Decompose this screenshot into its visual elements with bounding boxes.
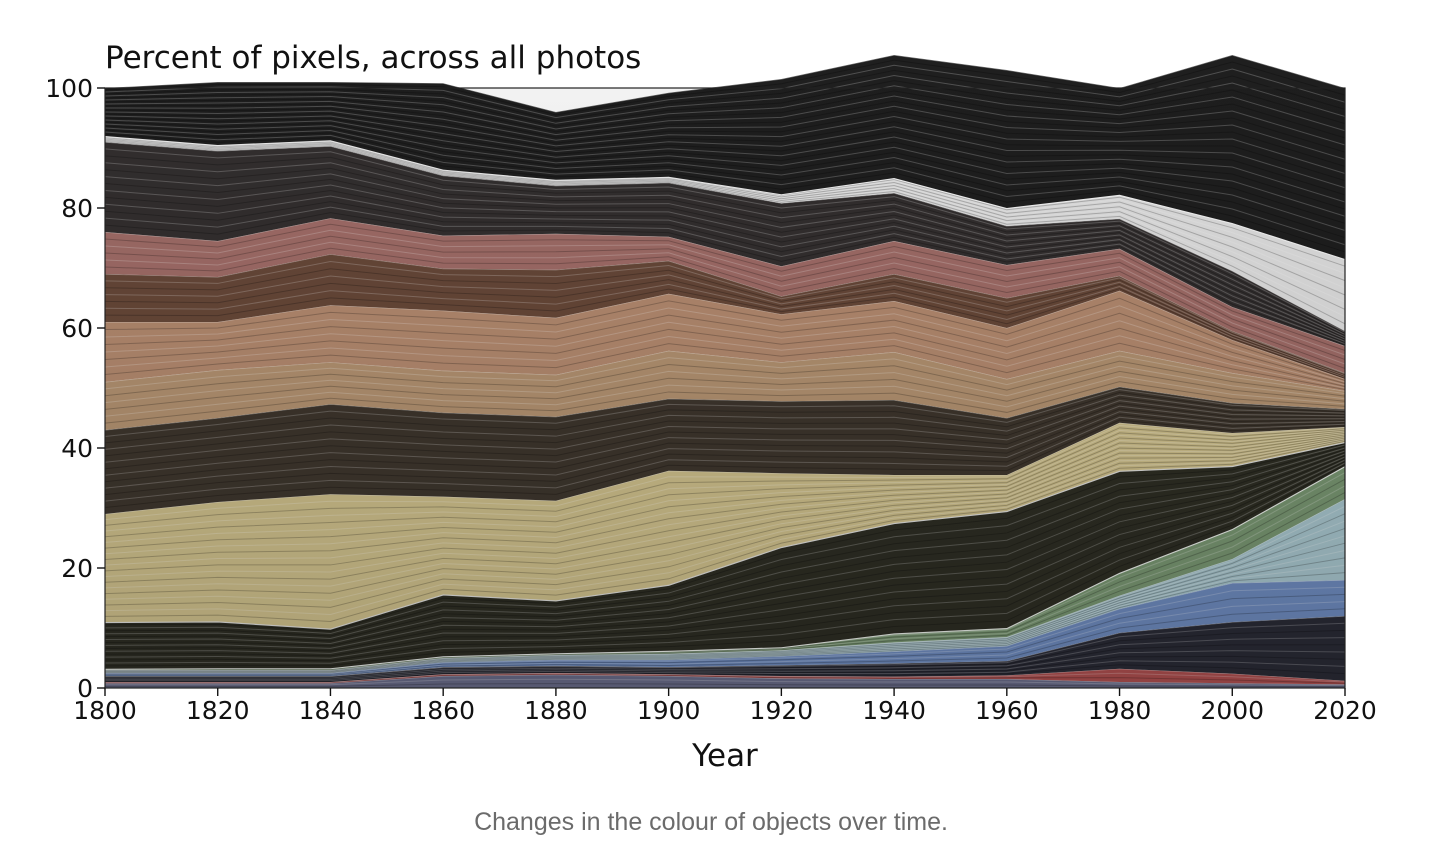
y-tick-label: 80 (61, 194, 93, 223)
x-tick-label: 1880 (524, 696, 588, 725)
x-tick-label: 1940 (862, 696, 926, 725)
x-tick-label: 2000 (1200, 696, 1264, 725)
series-boundary-gray-black (104, 54, 1346, 113)
x-tick-label: 1820 (186, 696, 250, 725)
y-tick-label: 20 (61, 554, 93, 583)
x-tick-label: 1920 (750, 696, 814, 725)
figure-caption: Changes in the colour of objects over ti… (474, 808, 948, 836)
plot-area (104, 54, 1346, 688)
shade-overlay (105, 88, 1345, 688)
plot-frame (104, 87, 1346, 689)
chart-title: Percent of pixels, across all photos (105, 40, 641, 76)
x-axis-label: Year (691, 738, 758, 774)
y-tick-label: 0 (77, 674, 93, 703)
x-tick-label: 2020 (1313, 696, 1377, 725)
y-tick-label: 100 (45, 74, 93, 103)
x-tick-label: 1840 (299, 696, 363, 725)
axes: 1800 1820 1840 1860 1880 1900 1920 1940 1960 1980… (45, 74, 1377, 725)
y-tick-label: 60 (61, 314, 93, 343)
chart-svg: Percent of pixels, across all photos 180… (45, 40, 1377, 774)
x-tick-label: 1980 (1088, 696, 1152, 725)
x-tick-label: 1800 (73, 696, 137, 725)
x-tick-label: 1900 (637, 696, 701, 725)
x-tick-label: 1960 (975, 696, 1039, 725)
y-tick-label: 40 (61, 434, 93, 463)
x-tick-label: 1860 (411, 696, 475, 725)
